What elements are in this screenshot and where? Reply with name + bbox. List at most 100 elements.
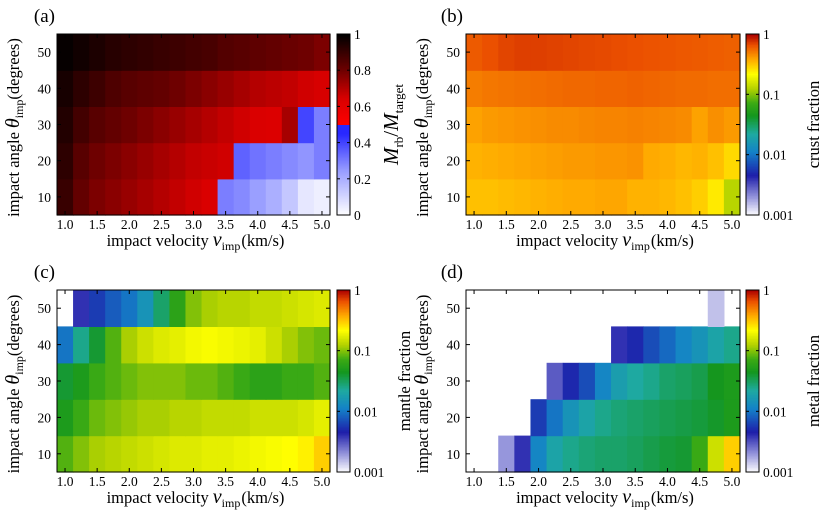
colorbar-segment: [746, 207, 759, 210]
heatmap-cell: [121, 34, 138, 71]
colorbar-segment: [337, 324, 350, 327]
heatmap-cell: [153, 326, 171, 364]
colorbar-segment: [337, 332, 350, 335]
colorbar-segment: [337, 64, 350, 67]
y-tick-label: 10: [447, 190, 461, 205]
colorbar-segment: [746, 130, 759, 133]
colorbar-segment: [746, 429, 759, 432]
heatmap-cell: [691, 34, 709, 71]
colorbar-segment: [337, 444, 350, 447]
colorbar-segment: [337, 160, 350, 163]
colorbar-segment: [337, 47, 350, 50]
heatmap-cell: [249, 399, 267, 437]
x-tick-label: 1.0: [466, 217, 483, 232]
heatmap-cell: [546, 34, 564, 71]
heatmap-cell: [249, 178, 267, 216]
colorbar-segment: [337, 49, 350, 52]
heatmap-cell: [233, 290, 251, 327]
colorbar-segment: [746, 356, 759, 359]
heatmap-cell: [659, 362, 677, 400]
colorbar-segment: [337, 470, 350, 473]
heatmap-cell: [659, 399, 677, 437]
heatmap-cell: [73, 34, 90, 71]
colorbar-segment: [337, 393, 350, 396]
heatmap-cell: [201, 178, 219, 216]
y-tick-label: 20: [447, 410, 461, 425]
heatmap-cell: [153, 399, 171, 437]
colorbar-segment: [337, 415, 350, 418]
y-axis-label: impact angle θimp(degrees): [411, 38, 435, 217]
x-axis-symbol: v: [213, 229, 222, 251]
colorbar-segment: [337, 124, 350, 127]
heatmap-cell: [57, 435, 74, 473]
colorbar-segment: [746, 159, 759, 162]
colorbar-segment: [337, 171, 350, 174]
colorbar-segment: [746, 311, 759, 314]
heatmap-cell: [675, 34, 693, 71]
heatmap-cell: [265, 290, 283, 327]
heatmap-cell: [121, 142, 138, 180]
heatmap-cell: [281, 290, 299, 327]
colorbar-segment: [746, 338, 759, 341]
heatmap-cell: [723, 34, 741, 71]
colorbar-segment: [746, 384, 759, 387]
x-axis-unit: (km/s): [241, 488, 284, 507]
heatmap-cell: [153, 178, 171, 216]
colorbar-segment: [746, 406, 759, 409]
colorbar-segment: [746, 157, 759, 160]
heatmap-cell: [121, 362, 138, 400]
y-axis-label: impact angle θimp(degrees): [411, 295, 435, 474]
heatmap-cell: [281, 326, 299, 364]
colorbar-segment: [746, 65, 759, 68]
colorbar-segment: [746, 346, 759, 349]
heatmap-cell: [89, 142, 106, 180]
colorbar-segment: [337, 35, 350, 38]
heatmap-cell: [723, 326, 741, 364]
heatmap-cell: [659, 178, 677, 216]
colorbar-segment: [746, 178, 759, 181]
colorbar-segment: [337, 187, 350, 190]
colorbar-segment: [746, 358, 759, 361]
heatmap-cell: [169, 435, 187, 473]
x-tick-label: 3.5: [217, 474, 234, 489]
colorbar-segment: [337, 126, 350, 129]
y-tick-label: 30: [38, 374, 52, 389]
colorbar-segment: [746, 153, 759, 156]
colorbar-segment: [746, 208, 759, 211]
colorbar-segment: [746, 100, 759, 103]
colorbar-segment: [337, 343, 350, 346]
heatmap-cell: [121, 290, 138, 327]
colorbar-segment: [746, 83, 759, 86]
colorbar-segment: [746, 308, 759, 311]
y-tick-label: 50: [38, 45, 52, 60]
colorbar-segment: [746, 367, 759, 370]
colorbar-segment: [337, 402, 350, 405]
x-tick-label: 4.0: [659, 217, 676, 232]
colorbar-segment: [746, 177, 759, 180]
heatmap-cell: [297, 106, 315, 144]
heatmap-cell: [707, 178, 725, 216]
colorbar-segment: [746, 470, 759, 473]
x-axis-label: impact velocity vimp(km/s): [107, 486, 285, 510]
colorbar-segment: [746, 110, 759, 113]
colorbar-tick-label: 0.1: [763, 87, 780, 102]
colorbar-segment: [337, 71, 350, 74]
heatmap-cell: [153, 362, 171, 400]
colorbar-segment: [337, 409, 350, 412]
colorbar-segment: [746, 349, 759, 352]
colorbar-segment: [337, 208, 350, 211]
heatmap-cell: [562, 106, 580, 144]
colorbar-segment: [746, 335, 759, 338]
colorbar-segment: [746, 129, 759, 132]
heatmap-cell: [546, 435, 564, 473]
colorbar-segment: [746, 91, 759, 94]
colorbar-segment: [746, 61, 759, 64]
colorbar-segment: [337, 355, 350, 358]
colorbar-segment: [746, 359, 759, 362]
colorbar-segment: [746, 213, 759, 216]
colorbar-segment: [746, 424, 759, 427]
colorbar-segment: [337, 67, 350, 70]
colorbar-segment: [746, 305, 759, 308]
heatmap-cell: [723, 399, 741, 437]
colorbar-segment: [337, 107, 350, 110]
